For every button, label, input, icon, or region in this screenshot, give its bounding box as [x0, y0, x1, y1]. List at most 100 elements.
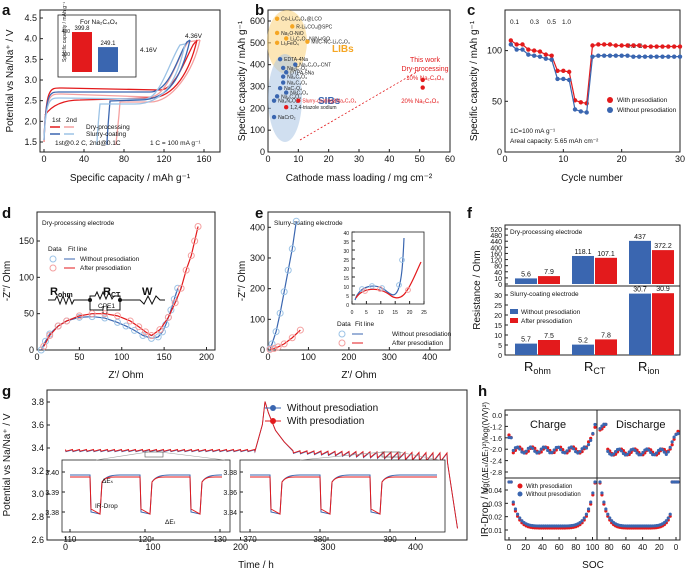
- h-bottom-point: [598, 480, 602, 484]
- c-point: [666, 44, 671, 49]
- b-point: [277, 56, 283, 62]
- f-bottom-bar: [595, 339, 617, 355]
- f-legend-after: After presodiation: [521, 318, 572, 325]
- panel-b-ylabel: Specific capacity / mAh g⁻¹: [237, 20, 248, 141]
- f-bot-y-tick-label: 10: [494, 333, 502, 340]
- f-top-y-tick-label: 520: [490, 227, 502, 234]
- b-point-label: NaCrO₂: [278, 115, 296, 121]
- g-inset1-y-tick-label: 3.39: [45, 490, 59, 497]
- f-bot-y-tick-label: 5: [498, 343, 502, 350]
- e-legend-header-data: Data: [337, 321, 351, 328]
- panel-a: a 0 40 80 120 160 1.5 2.0 2.5 3.0 3.5 4.0 4.5 Speci…: [2, 2, 221, 184]
- h-xlabel: SOC: [582, 560, 604, 571]
- e-point: [276, 309, 284, 317]
- panel-d: d 0 50 100 150 200 0 50 100 150 Z'/ Ohm -Z''/ Oh…: [2, 205, 216, 381]
- c-point: [590, 54, 595, 59]
- f-top-y-tick-label: 120: [490, 258, 502, 265]
- d-legend-swatch: [49, 255, 57, 263]
- e-inset-fit-without: [354, 237, 405, 301]
- b-annot-20: 20% Na₂C₄O₄: [401, 99, 439, 105]
- h-top-point: [654, 451, 659, 455]
- h-top-point: [556, 445, 561, 449]
- panel-g-xlabel: Time / h: [238, 560, 274, 571]
- a-annot-1c: 1 C = 100 mA g⁻¹: [150, 140, 201, 147]
- c-point: [566, 77, 572, 83]
- a-y-tick-label: 4.0: [24, 34, 37, 44]
- a-y-tick-label: 3.5: [24, 54, 37, 64]
- panel-d-xlabel: Z'/ Ohm: [108, 370, 143, 381]
- panel-label-a: a: [2, 2, 11, 19]
- c-point: [537, 54, 543, 59]
- panel-label-b: b: [255, 2, 264, 19]
- h-top-point: [550, 450, 554, 455]
- c-point: [648, 44, 654, 49]
- g-x-tick-label: 0: [63, 542, 68, 552]
- c-series: [508, 38, 683, 115]
- e-inset-point: [377, 286, 383, 292]
- f-bot-y-tick-label: 15: [494, 323, 502, 330]
- h-ticks: 0 20 40 60 80 100 80 60 40 20 0 -2.8 -2.4 -2.0 -1.6 -1.…: [488, 413, 678, 552]
- h-top-point: [662, 450, 666, 454]
- e-point: [288, 334, 296, 342]
- d-point: [182, 266, 190, 274]
- h-top-point: [571, 447, 576, 451]
- e-legend-header-fit: Fit line: [355, 321, 375, 328]
- g-inset1-box: [61, 459, 231, 533]
- h-top-point: [676, 432, 680, 436]
- c-point: [584, 110, 589, 115]
- g-inset-line: [250, 476, 437, 515]
- c-legend-swatch: [607, 97, 613, 103]
- e-point: [272, 328, 280, 336]
- h-top-point: [580, 447, 584, 451]
- b-annot-dry: Dry-processing: [401, 66, 448, 73]
- panel-c-ylabel: Specific capacity / mAh g⁻¹: [469, 20, 480, 141]
- a-slurry-discharge-1: [106, 39, 191, 146]
- b-x-tick-label: 40: [384, 154, 394, 164]
- b-y-tick-label: 500: [250, 38, 265, 48]
- e-inset-x-tick-label: 0: [351, 310, 354, 316]
- f-top-y-tick-label: 40: [494, 270, 502, 277]
- c-point: [666, 54, 671, 59]
- h-top-point: [593, 422, 597, 427]
- h-bottom-point: [584, 512, 589, 516]
- a-legend-slurry: Slurry-coating: [86, 131, 126, 138]
- c-point: [677, 44, 683, 49]
- f-bottom-bar: [572, 344, 594, 355]
- h-top-point: [552, 448, 556, 452]
- c-y-tick-label: 100: [487, 46, 502, 56]
- h-top-point: [533, 449, 537, 453]
- d-point: [122, 322, 130, 330]
- a-inset-tick: 400: [62, 29, 71, 35]
- d-point: [164, 313, 172, 321]
- panel-a-axes: [39, 9, 221, 153]
- f-bottom-bar: [538, 340, 560, 355]
- b-point: [284, 70, 289, 75]
- d-point: [54, 322, 62, 330]
- f-bottom-bar: [652, 293, 674, 355]
- b-point: [284, 36, 289, 41]
- e-inset-point: [369, 283, 375, 289]
- h-top-y-tick-label: -2.4: [490, 459, 502, 466]
- c-x-tick-label: 20: [617, 154, 627, 164]
- b-point: [284, 90, 289, 95]
- h-bottom-point: [606, 512, 610, 516]
- c-point: [642, 54, 648, 59]
- c-point: [543, 56, 549, 61]
- f-bars: 5.6 7.9 5.7 7.5 118.1 107.1 5.2 7.8 437 372.2 30.7…: [515, 234, 674, 355]
- e-inset-y-tick-label: 35: [343, 240, 349, 246]
- b-point-label: NaC₂O₄: [284, 86, 302, 92]
- b-y-tick-label: 100: [250, 125, 265, 135]
- h-top-point: [647, 448, 651, 452]
- e-y-tick-label: 100: [250, 314, 265, 324]
- f-bottom-bar: [629, 293, 651, 355]
- panel-label-h: h: [478, 383, 487, 400]
- d-point: [114, 312, 122, 320]
- e-x-tick-label: 200: [341, 352, 356, 362]
- b-point: [280, 80, 286, 85]
- panel-label-f: f: [467, 205, 473, 222]
- a-x-tick-label: 0: [41, 154, 46, 164]
- e-y-tick-label: 300: [250, 253, 265, 263]
- b-y-tick-label: 400: [250, 60, 265, 70]
- c-point: [508, 38, 514, 43]
